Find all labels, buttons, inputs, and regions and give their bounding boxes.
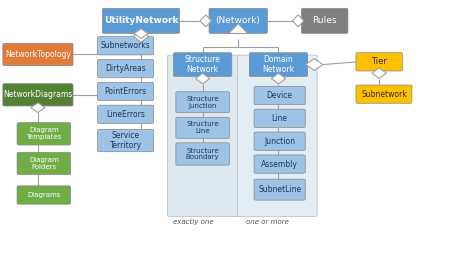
FancyBboxPatch shape: [3, 43, 73, 66]
Text: (Network): (Network): [216, 16, 261, 25]
FancyBboxPatch shape: [301, 8, 348, 33]
Text: Domain
Network: Domain Network: [263, 55, 294, 74]
Text: SubnetLine: SubnetLine: [258, 185, 301, 194]
FancyBboxPatch shape: [17, 152, 71, 175]
Text: Service
Territory: Service Territory: [109, 131, 142, 150]
FancyBboxPatch shape: [167, 55, 242, 217]
Text: Structure
Network: Structure Network: [185, 55, 220, 74]
Text: Subnetworks: Subnetworks: [101, 41, 150, 50]
FancyBboxPatch shape: [176, 143, 229, 165]
Text: Diagram
Folders: Diagram Folders: [29, 157, 59, 170]
FancyBboxPatch shape: [98, 82, 154, 101]
FancyBboxPatch shape: [237, 55, 317, 217]
FancyBboxPatch shape: [254, 132, 305, 150]
FancyBboxPatch shape: [356, 53, 402, 71]
FancyBboxPatch shape: [249, 53, 308, 76]
Text: Rules: Rules: [312, 16, 337, 25]
Polygon shape: [200, 15, 211, 27]
Text: NetworkDiagrams: NetworkDiagrams: [3, 90, 73, 99]
FancyBboxPatch shape: [98, 59, 154, 78]
Text: LineErrors: LineErrors: [106, 110, 145, 119]
Text: Diagram
Templates: Diagram Templates: [26, 128, 62, 140]
FancyBboxPatch shape: [254, 155, 305, 173]
Polygon shape: [306, 59, 323, 70]
FancyBboxPatch shape: [98, 105, 154, 123]
Text: DirtyAreas: DirtyAreas: [105, 64, 146, 73]
FancyBboxPatch shape: [173, 53, 232, 76]
Polygon shape: [31, 103, 45, 112]
FancyBboxPatch shape: [176, 117, 229, 138]
Text: Diagrams: Diagrams: [27, 192, 61, 198]
Text: one or more: one or more: [246, 219, 289, 225]
FancyBboxPatch shape: [3, 84, 73, 106]
Text: Subnetwork: Subnetwork: [361, 90, 407, 99]
Polygon shape: [271, 73, 285, 84]
FancyBboxPatch shape: [176, 92, 229, 113]
Polygon shape: [195, 73, 210, 84]
FancyBboxPatch shape: [356, 85, 412, 103]
FancyBboxPatch shape: [102, 8, 180, 33]
FancyBboxPatch shape: [98, 37, 154, 55]
FancyBboxPatch shape: [254, 109, 305, 128]
Polygon shape: [372, 68, 386, 79]
Text: PointErrors: PointErrors: [105, 87, 146, 96]
FancyBboxPatch shape: [17, 123, 71, 145]
FancyBboxPatch shape: [209, 8, 267, 33]
Text: Device: Device: [267, 91, 292, 100]
Text: Assembly: Assembly: [261, 160, 298, 169]
Polygon shape: [228, 24, 248, 33]
Polygon shape: [133, 30, 148, 42]
Polygon shape: [292, 15, 304, 27]
Text: Tier: Tier: [371, 57, 387, 66]
Text: Structure
Junction: Structure Junction: [186, 96, 219, 109]
Text: NetworkTopology: NetworkTopology: [5, 50, 71, 59]
FancyBboxPatch shape: [254, 179, 305, 200]
Text: Structure
Line: Structure Line: [186, 121, 219, 134]
Text: Line: Line: [272, 114, 288, 123]
Text: Structure
Boundary: Structure Boundary: [186, 148, 219, 160]
Polygon shape: [134, 29, 148, 38]
Text: Junction: Junction: [264, 137, 295, 146]
Text: UtilityNetwork: UtilityNetwork: [104, 16, 178, 25]
FancyBboxPatch shape: [98, 129, 154, 152]
FancyBboxPatch shape: [17, 186, 71, 204]
FancyBboxPatch shape: [254, 86, 305, 105]
Text: exactly one: exactly one: [173, 219, 214, 225]
